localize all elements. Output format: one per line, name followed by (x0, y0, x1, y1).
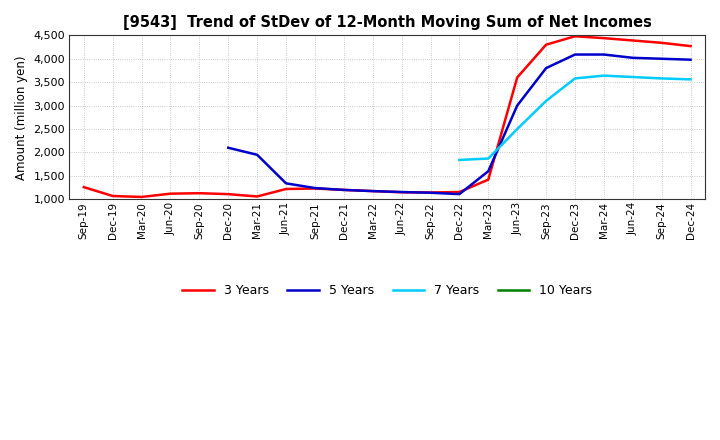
Y-axis label: Amount (million yen): Amount (million yen) (15, 55, 28, 180)
7 Years (629, 74, 637, 80)
7 Years (686, 77, 695, 82)
7 Years (600, 73, 608, 78)
5 Years (513, 103, 521, 108)
5 Years (426, 190, 435, 195)
3 Years (541, 42, 550, 48)
3 Years (166, 191, 175, 196)
Line: 3 Years: 3 Years (84, 36, 690, 197)
5 Years (629, 55, 637, 60)
3 Years (600, 36, 608, 41)
5 Years (455, 191, 464, 197)
7 Years (513, 126, 521, 132)
3 Years (657, 40, 666, 45)
3 Years (369, 188, 377, 194)
3 Years (253, 194, 261, 199)
3 Years (340, 187, 348, 193)
7 Years (657, 76, 666, 81)
7 Years (541, 98, 550, 103)
3 Years (224, 191, 233, 197)
5 Years (541, 66, 550, 71)
3 Years (513, 75, 521, 80)
3 Years (138, 194, 146, 200)
Line: 7 Years: 7 Years (459, 76, 690, 160)
3 Years (484, 177, 492, 182)
7 Years (455, 158, 464, 163)
7 Years (571, 76, 580, 81)
5 Years (657, 56, 666, 62)
5 Years (282, 181, 290, 186)
5 Years (310, 185, 319, 191)
3 Years (310, 186, 319, 191)
7 Years (484, 156, 492, 161)
3 Years (686, 44, 695, 49)
5 Years (600, 52, 608, 57)
3 Years (455, 189, 464, 194)
3 Years (426, 190, 435, 195)
5 Years (224, 145, 233, 150)
5 Years (253, 152, 261, 158)
5 Years (571, 52, 580, 57)
5 Years (686, 57, 695, 62)
5 Years (340, 187, 348, 193)
3 Years (195, 191, 204, 196)
Line: 5 Years: 5 Years (228, 55, 690, 194)
3 Years (109, 193, 117, 198)
3 Years (397, 190, 406, 195)
3 Years (629, 38, 637, 43)
5 Years (369, 188, 377, 194)
Title: [9543]  Trend of StDev of 12-Month Moving Sum of Net Incomes: [9543] Trend of StDev of 12-Month Moving… (122, 15, 652, 30)
3 Years (79, 184, 88, 190)
Legend: 3 Years, 5 Years, 7 Years, 10 Years: 3 Years, 5 Years, 7 Years, 10 Years (177, 279, 597, 302)
5 Years (484, 169, 492, 174)
5 Years (397, 189, 406, 194)
3 Years (282, 187, 290, 192)
3 Years (571, 33, 580, 39)
